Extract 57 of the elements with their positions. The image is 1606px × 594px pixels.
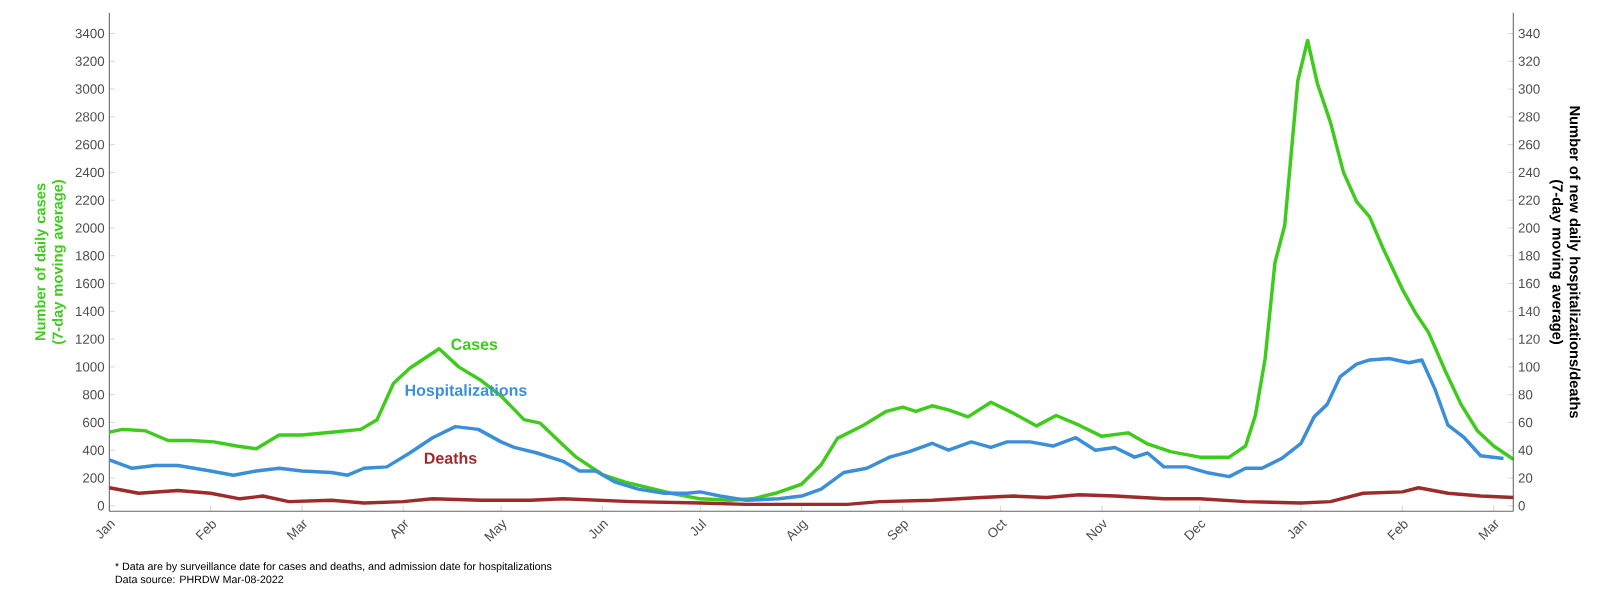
y-tick-label: 2800	[75, 112, 105, 122]
y-tick-label: 1800	[75, 251, 105, 261]
x-tick-label: Jun	[589, 520, 609, 539]
series-label: Cases	[451, 338, 498, 350]
y-tick-label: 3400	[75, 28, 105, 39]
y2-tick-label: 220	[1518, 195, 1540, 205]
x-tick-label: Jan	[96, 520, 116, 539]
y-tick-label: 2200	[75, 195, 105, 205]
x-tick-label: Feb	[195, 521, 216, 541]
line-series	[107, 356, 1506, 502]
y2-tick-label: 340	[1518, 28, 1540, 39]
y2-tick-label: 20	[1518, 473, 1533, 483]
x-tick-label: Sep	[887, 520, 908, 540]
y2-tick-label: 300	[1518, 84, 1540, 94]
y2-tick-label: 100	[1519, 362, 1540, 372]
source-note: Data source: PHRDW Mar-08-2022	[115, 575, 284, 584]
x-tick-label: Nov	[1085, 519, 1107, 541]
y-tick-label: 1200	[75, 334, 105, 344]
y2-axis-title: Number of new daily hospitalizations/deaths (7-day moving average)	[1549, 106, 1581, 418]
text: * Data are by surveillance date for cases and deaths, and admission date for hospitalizations	[115, 562, 552, 573]
y-tick-label: 800	[82, 389, 105, 400]
x-tick-label: Feb	[1387, 521, 1408, 541]
y2-tick-label: 180	[1519, 251, 1540, 261]
x-tick-label: Mar	[1478, 519, 1499, 540]
x-tick-label: Mar	[286, 519, 307, 540]
y2-tick-label: 260	[1518, 139, 1540, 150]
y-tick-label: 0	[97, 501, 105, 511]
x-tick-label: Dec	[1183, 520, 1206, 541]
y2-tick-label: 200	[1518, 223, 1540, 233]
x-tick-label: Aug	[787, 520, 809, 542]
y-tick-label: 3200	[75, 56, 105, 66]
y2-tick-label: 140	[1519, 306, 1540, 317]
y-tick-label: 400	[82, 445, 105, 455]
y-tick-label: 2000	[75, 223, 105, 233]
y-tick-label: 200	[83, 473, 105, 483]
y2-tick-label: 240	[1518, 167, 1540, 178]
y2-tick-label: 40	[1518, 445, 1533, 455]
y2-tick-label: 0	[1518, 501, 1525, 511]
y2-tick-label: 60	[1518, 417, 1533, 428]
y-tick-label: 1600	[75, 278, 105, 289]
y-tick-label: 1400	[75, 306, 105, 317]
x-tick-label: Jan	[1287, 520, 1307, 539]
y2-tick-label: 160	[1519, 278, 1540, 289]
y-tick-label: 600	[83, 417, 105, 428]
y-tick-label: 2400	[75, 167, 105, 178]
y-tick-label: 1000	[75, 362, 105, 372]
y2-tick-label: 280	[1518, 112, 1540, 122]
y-axis-title: Number of daily cases (7-day moving average)	[34, 180, 66, 344]
text: Deaths	[424, 452, 477, 464]
y2-tick-label: 80	[1518, 389, 1533, 400]
x-tick-label: Oct	[988, 519, 1008, 538]
y-tick-label: 3000	[75, 84, 105, 94]
x-tick-label: Apr	[391, 519, 409, 540]
y2-tick-label: 320	[1518, 56, 1540, 66]
y2-tick-label: 120	[1519, 334, 1540, 344]
y-tick-label: 2600	[75, 139, 105, 150]
x-tick-label: Jul	[690, 518, 707, 536]
